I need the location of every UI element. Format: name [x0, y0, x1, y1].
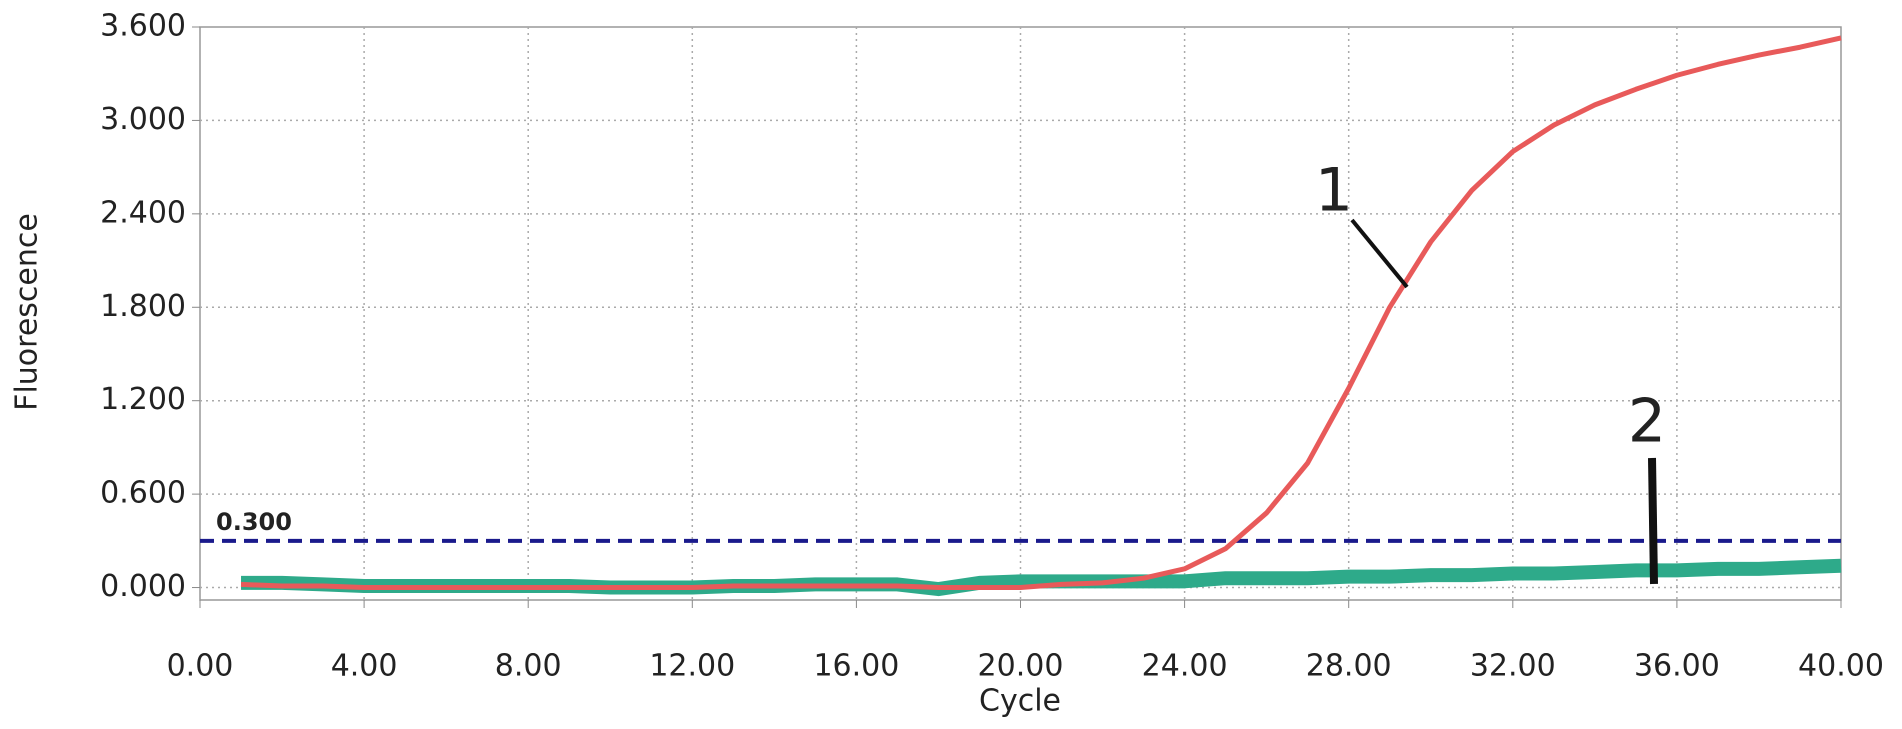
x-tick-label: 8.00: [495, 649, 562, 684]
y-tick-label: 1.800: [100, 289, 186, 324]
annotation-pointer: [1648, 457, 1658, 585]
y-tick-label: 1.200: [100, 382, 186, 417]
y-tick-label: 3.600: [100, 9, 186, 44]
x-tick-label: 24.00: [1142, 649, 1228, 684]
plot-area: [199, 26, 1842, 601]
x-tick-label: 4.00: [331, 649, 398, 684]
x-tick-label: 40.00: [1798, 649, 1884, 684]
data-line: [240, 35, 1842, 591]
x-tick-label: 0.00: [167, 649, 234, 684]
x-tick-label: 28.00: [1306, 649, 1392, 684]
threshold-label: 0.300: [216, 508, 292, 536]
y-tick-label: 2.400: [100, 195, 186, 230]
y-tick-label: 3.000: [100, 102, 186, 137]
x-tick-label: 12.00: [649, 649, 735, 684]
annotation: 1: [1315, 156, 1353, 226]
y-tick-label: 0.600: [100, 476, 186, 511]
x-tick-label: 36.00: [1634, 649, 1720, 684]
x-tick-label: 16.00: [813, 649, 899, 684]
annotation-pointer: [1350, 218, 1409, 289]
x-tick-label: 20.00: [978, 649, 1064, 684]
y-axis-label: Fluorescence: [10, 213, 45, 411]
x-tick-label: 32.00: [1470, 649, 1556, 684]
annotation: 2: [1628, 387, 1666, 457]
x-axis-label: Cycle: [979, 684, 1061, 719]
y-tick-label: 0.000: [100, 569, 186, 604]
